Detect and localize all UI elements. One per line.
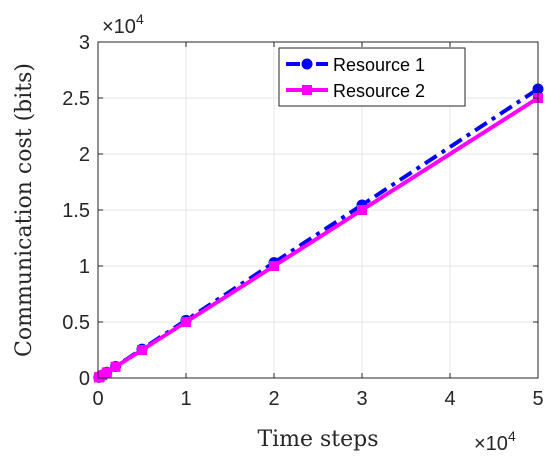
x-tick-label: 4	[444, 388, 455, 410]
x-tick-label: 5	[532, 388, 543, 410]
series-line	[97, 96, 540, 380]
x-tick-label: 0	[92, 388, 103, 410]
y-axis-multiplier: ×104	[102, 11, 144, 38]
data-point	[101, 367, 112, 378]
data-point	[269, 261, 279, 271]
x-axis-label: Time steps	[257, 427, 378, 452]
x-tick-label: 3	[356, 388, 367, 410]
series-layer	[93, 83, 544, 383]
legend-box	[278, 47, 466, 107]
x-tick-label: 1	[180, 388, 191, 410]
x-axis-multiplier: ×104	[474, 428, 516, 455]
y-tick-label: 3	[79, 32, 90, 54]
series-2	[93, 93, 543, 383]
y-tick-label: 1	[79, 256, 90, 278]
legend: Resource 1 Resource 2	[278, 47, 466, 107]
legend-label: Resource 2	[333, 81, 425, 101]
legend-label: Resource 1	[333, 55, 425, 75]
y-tick-label: 2.5	[62, 88, 90, 110]
y-tick-label: 2	[79, 144, 90, 166]
legend-item: Resource 2	[286, 81, 425, 101]
legend-swatch-marker	[301, 58, 313, 70]
y-axis-label: Communication cost (bits)	[12, 63, 37, 357]
y-tick-label: 1.5	[62, 200, 90, 222]
legend-item: Resource 1	[286, 55, 425, 75]
x-tick-label: 2	[268, 388, 279, 410]
data-point	[110, 361, 121, 372]
y-tick-label: 0	[79, 368, 90, 390]
data-point	[357, 205, 367, 215]
legend-swatch-marker	[302, 85, 312, 95]
data-point	[181, 317, 191, 327]
ticks: 0 1 2 3 4 5 0 0.5 1 1.5 2 2.5 3	[62, 32, 543, 410]
y-tick-label: 0.5	[62, 312, 90, 334]
data-point	[137, 345, 147, 355]
